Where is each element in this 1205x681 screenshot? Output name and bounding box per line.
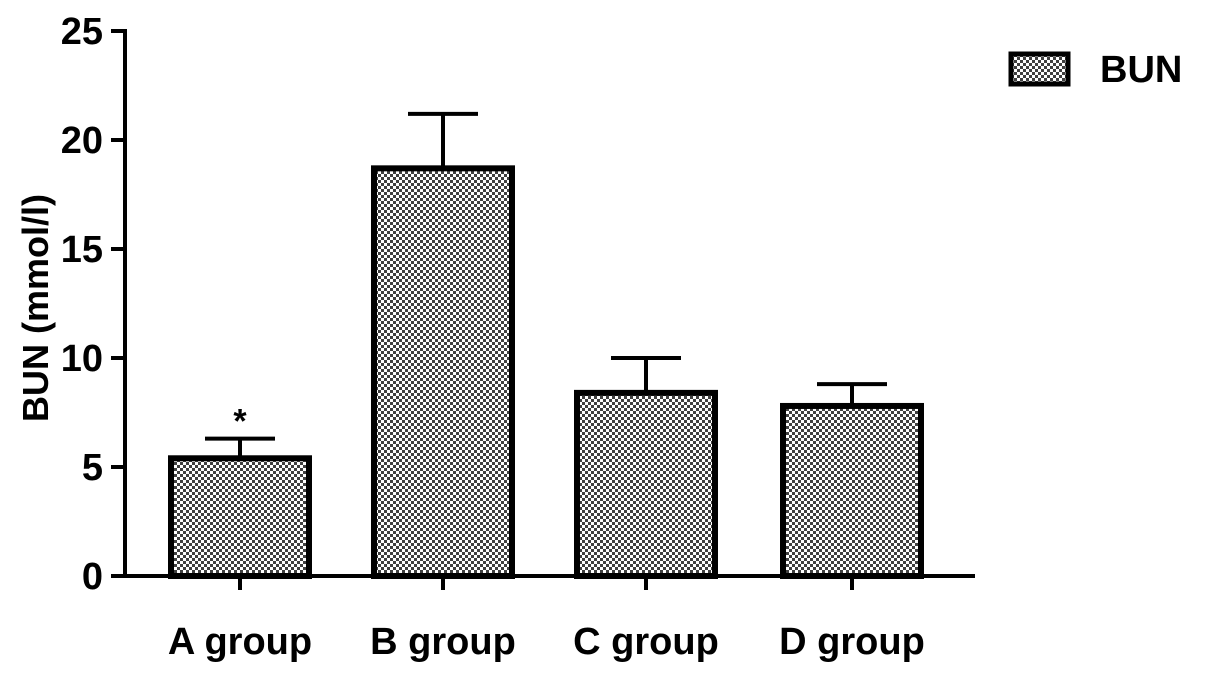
x-tick-label: C group [573,621,719,663]
y-tick-label: 25 [61,11,103,53]
y-tick-label: 5 [82,447,103,489]
legend-swatch [1008,51,1071,87]
x-tick-label: D group [779,621,925,663]
y-tick-label: 10 [61,338,103,380]
legend-label: BUN [1100,49,1182,91]
bar-b-group [371,165,515,579]
bar-c-group [574,389,718,579]
y-tick-label: 20 [61,120,103,162]
y-tick-label: 0 [82,556,103,598]
y-tick-label: 15 [61,229,103,271]
x-tick-label: B group [370,621,516,663]
y-axis-title: BUN (mmol/l) [15,194,56,422]
bar-a-group [168,455,312,579]
bar-d-group [780,402,924,579]
significance-annotation: * [233,403,247,441]
x-tick-label: A group [168,621,312,663]
